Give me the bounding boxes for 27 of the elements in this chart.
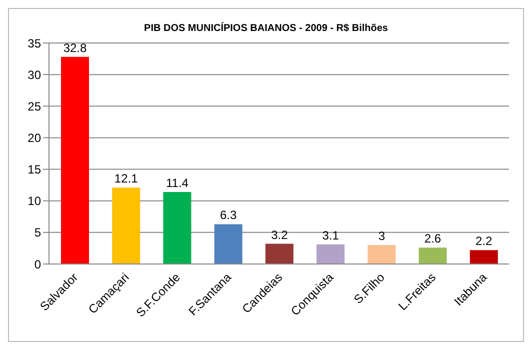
bar	[418, 248, 447, 264]
data-label: 12.1	[114, 172, 138, 186]
bar	[368, 245, 396, 264]
y-tick-label: 0	[34, 257, 42, 272]
y-tick-label: 5	[34, 226, 42, 240]
data-label: 3.2	[271, 228, 288, 242]
data-label: 6.3	[220, 208, 237, 222]
y-tick-label: 30	[28, 68, 42, 82]
bar	[61, 56, 89, 264]
data-label: 3	[378, 229, 386, 244]
bar	[470, 250, 498, 264]
bar	[316, 244, 345, 264]
y-tick-label: 35	[28, 36, 42, 50]
bar	[214, 224, 242, 264]
y-tick-label: 25	[28, 99, 42, 114]
data-label: 3.1	[322, 228, 340, 242]
chart-title: PIB DOS MUNICÍPIOS BAIANOS - 2009 - R$ Bilhões	[143, 23, 389, 34]
data-label: 11.4	[166, 176, 189, 190]
data-label: 2.2	[476, 234, 493, 248]
data-label: 32.8	[63, 40, 87, 55]
y-tick-label: 20	[28, 130, 42, 145]
y-tick-label: 15	[28, 162, 42, 177]
bar	[112, 188, 140, 264]
y-tick-label: 10	[28, 194, 42, 208]
bar	[163, 192, 192, 264]
data-label: 2.6	[424, 232, 442, 246]
bar	[265, 244, 294, 264]
